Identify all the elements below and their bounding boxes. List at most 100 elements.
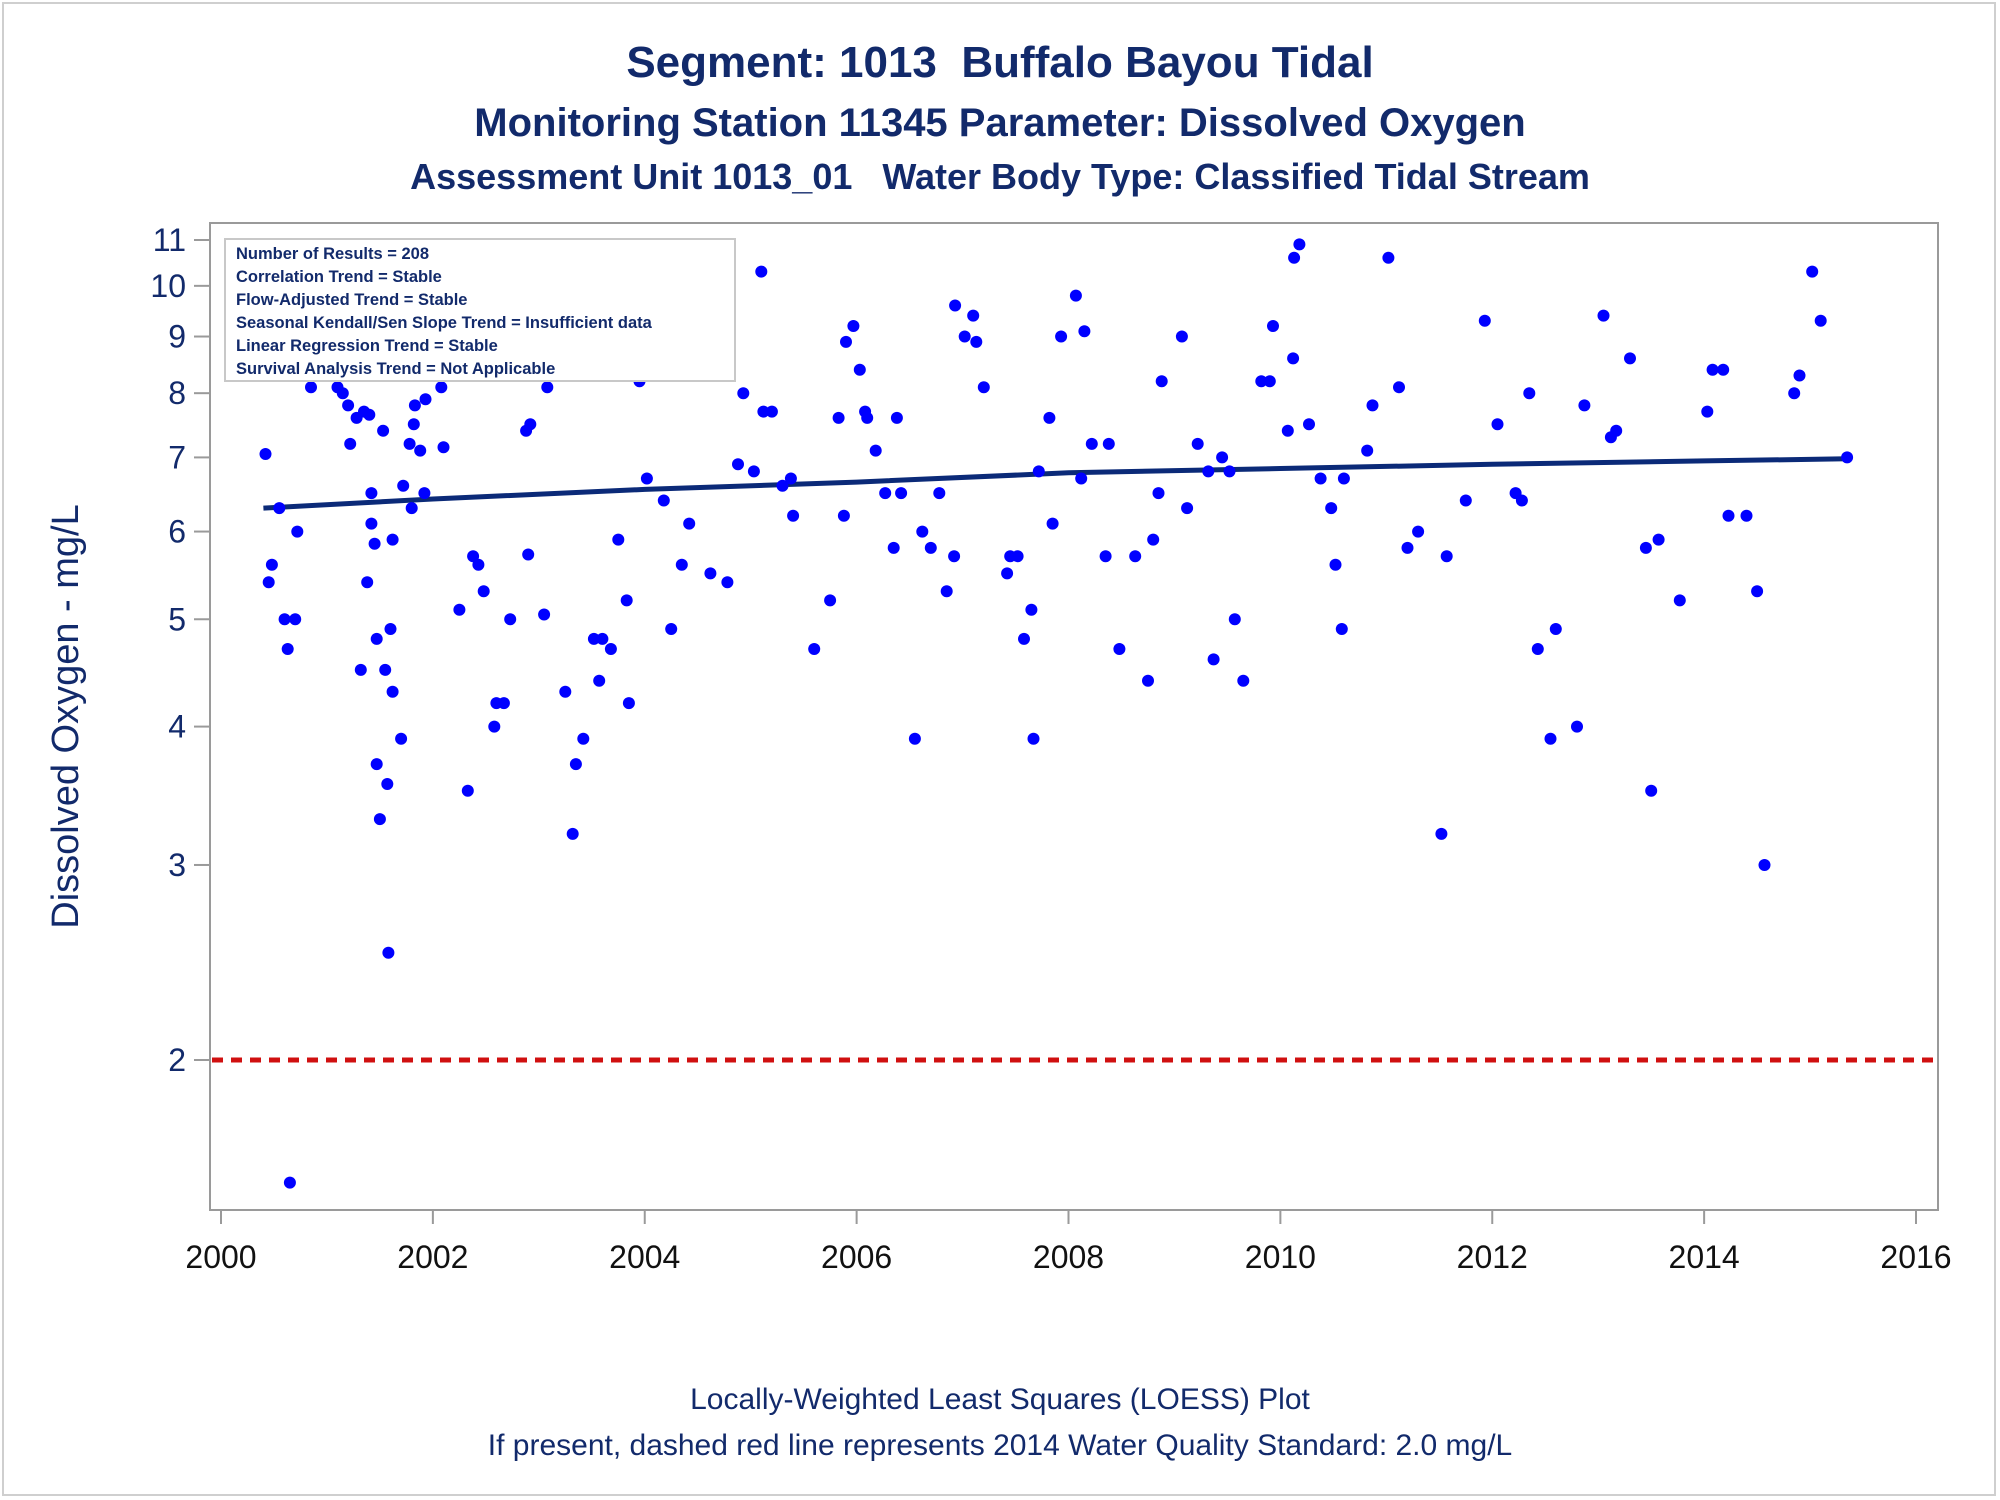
- data-point: [1435, 827, 1448, 840]
- data-point: [384, 623, 397, 635]
- y-tick-label: 10: [150, 268, 186, 304]
- data-point: [1393, 381, 1405, 394]
- data-point: [379, 663, 392, 676]
- data-point: [373, 813, 386, 826]
- data-point: [1216, 451, 1229, 464]
- data-point: [832, 411, 845, 424]
- data-point: [765, 405, 778, 418]
- data-point: [273, 502, 286, 515]
- data-point: [1293, 238, 1306, 251]
- data-point: [895, 487, 908, 500]
- data-point: [1337, 472, 1350, 485]
- data-point: [596, 632, 609, 645]
- data-point: [1032, 465, 1045, 478]
- y-tick-label: 6: [168, 514, 186, 550]
- data-point: [1113, 643, 1126, 655]
- data-point: [1717, 363, 1730, 376]
- data-point: [566, 827, 579, 840]
- stat-linear-regression: Linear Regression Trend = Stable: [236, 337, 498, 355]
- x-tick-label: 2002: [397, 1239, 468, 1275]
- data-point: [1228, 613, 1241, 626]
- data-point: [1325, 502, 1338, 515]
- chart-subtitle-2: Assessment Unit 1013_01 Water Body Type:…: [410, 156, 1590, 197]
- data-point: [305, 381, 317, 394]
- data-point: [861, 411, 874, 424]
- data-point: [461, 784, 474, 797]
- plot-area: [209, 222, 1939, 1211]
- data-point: [1382, 251, 1395, 264]
- loess-trend-line: [263, 456, 1848, 511]
- x-tick-label: 2014: [1669, 1239, 1740, 1275]
- data-point: [407, 418, 420, 431]
- x-tick-label: 2008: [1033, 1239, 1104, 1275]
- data-point: [1366, 399, 1379, 412]
- data-point: [1129, 550, 1142, 563]
- data-point: [1207, 653, 1220, 666]
- data-point: [497, 697, 510, 710]
- data-point: [916, 525, 929, 538]
- data-point: [278, 613, 291, 626]
- data-point: [1027, 732, 1040, 745]
- x-tick-label: 2004: [609, 1239, 680, 1275]
- data-points: [259, 238, 1854, 1189]
- data-point: [418, 487, 431, 500]
- data-point: [1788, 387, 1801, 400]
- data-point: [1597, 309, 1610, 322]
- data-point: [1255, 375, 1268, 388]
- data-point: [1814, 314, 1827, 327]
- data-point: [363, 408, 376, 421]
- stat-correlation: Correlation Trend = Stable: [236, 268, 442, 286]
- y-tick-label: 11: [153, 222, 186, 258]
- data-point: [683, 517, 696, 530]
- y-axis: 2 3 4 5 6 7 8 9 10 11: [150, 222, 210, 1078]
- data-point: [1610, 424, 1623, 437]
- data-point: [1361, 444, 1374, 457]
- data-point: [1181, 502, 1194, 515]
- data-point: [538, 608, 551, 621]
- data-point: [1645, 784, 1658, 797]
- data-point: [259, 448, 272, 460]
- data-point: [1237, 674, 1250, 687]
- data-point: [435, 381, 448, 394]
- stats-box-border: [224, 238, 736, 382]
- data-point: [908, 732, 921, 745]
- data-point: [587, 632, 600, 645]
- data-point: [382, 946, 395, 959]
- stat-flow-adjusted: Flow-Adjusted Trend = Stable: [236, 291, 467, 309]
- data-point: [370, 632, 383, 645]
- data-point: [403, 437, 416, 450]
- data-point: [776, 479, 789, 492]
- data-point: [524, 418, 537, 431]
- data-point: [787, 509, 800, 522]
- data-point: [1758, 859, 1771, 871]
- data-point: [933, 487, 946, 500]
- data-point: [1043, 411, 1056, 424]
- data-point: [890, 411, 903, 424]
- footnote-loess: Locally-Weighted Least Squares (LOESS) P…: [690, 1383, 1310, 1416]
- data-point: [1652, 533, 1665, 546]
- data-point: [386, 533, 399, 546]
- footnote-standard: If present, dashed red line represents 2…: [487, 1429, 1513, 1462]
- data-point: [370, 758, 383, 771]
- data-point: [853, 363, 866, 376]
- data-point: [620, 594, 633, 607]
- data-point: [1001, 567, 1014, 580]
- data-point: [559, 685, 572, 698]
- data-point: [1329, 558, 1342, 571]
- stat-seasonal-kendall: Seasonal Kendall/Sen Slope Trend = Insuf…: [236, 314, 653, 332]
- data-point: [1069, 289, 1082, 302]
- data-point: [622, 697, 635, 710]
- data-point: [593, 674, 606, 687]
- data-point: [879, 487, 892, 500]
- stat-results: Number of Results = 208: [236, 245, 429, 263]
- data-point: [1263, 375, 1276, 388]
- data-point: [704, 567, 717, 580]
- data-point: [577, 732, 590, 745]
- data-point: [365, 487, 378, 500]
- stat-survival-analysis: Survival Analysis Trend = Not Applicable: [236, 360, 555, 378]
- data-point: [1287, 352, 1300, 365]
- data-point: [488, 720, 501, 733]
- data-point: [657, 494, 670, 507]
- data-point: [1202, 465, 1215, 478]
- data-point: [1571, 720, 1583, 733]
